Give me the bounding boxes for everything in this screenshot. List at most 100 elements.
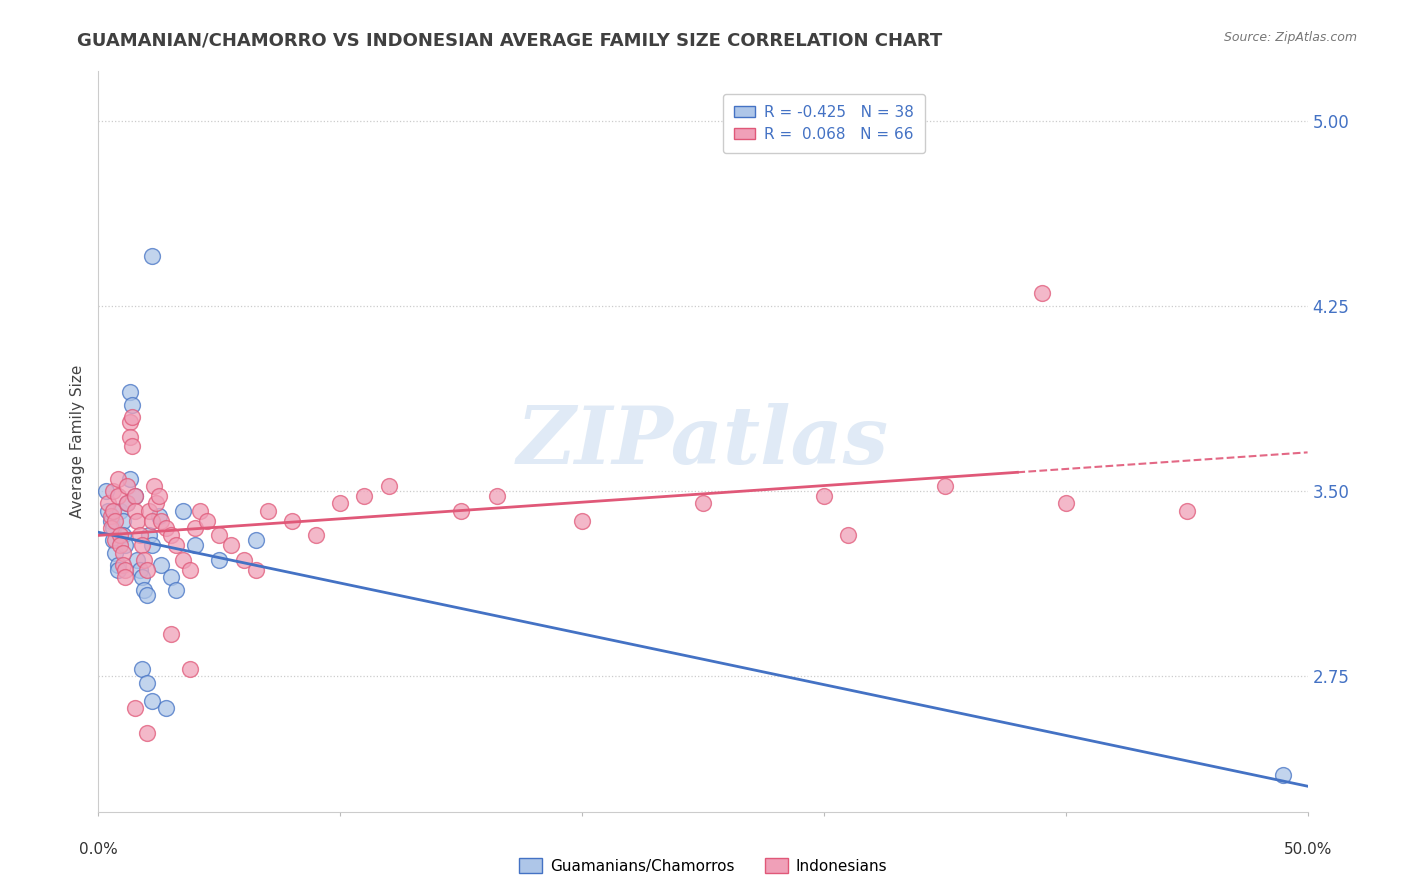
- Point: [172, 503, 194, 517]
- Point: [101, 533, 124, 548]
- Point: [692, 496, 714, 510]
- Point: [256, 503, 278, 517]
- Point: [131, 662, 153, 676]
- Point: [150, 558, 173, 572]
- Legend: Guamanians/Chamorros, Indonesians: Guamanians/Chamorros, Indonesians: [513, 852, 893, 880]
- Point: [141, 538, 163, 552]
- Point: [141, 250, 163, 264]
- Point: [1054, 496, 1077, 510]
- Point: [160, 528, 183, 542]
- Point: [118, 429, 141, 443]
- Point: [145, 496, 167, 510]
- Point: [571, 514, 593, 528]
- Point: [94, 483, 117, 498]
- Point: [184, 538, 207, 552]
- Point: [118, 472, 141, 486]
- Point: [135, 563, 157, 577]
- Point: [134, 582, 156, 597]
- Point: [148, 489, 170, 503]
- Point: [160, 627, 183, 641]
- Point: [131, 570, 153, 584]
- Point: [104, 533, 127, 548]
- Point: [195, 514, 218, 528]
- Text: 0.0%: 0.0%: [79, 842, 118, 857]
- Point: [1175, 503, 1198, 517]
- Point: [111, 558, 134, 572]
- Point: [114, 563, 136, 577]
- Point: [1272, 768, 1295, 782]
- Point: [124, 503, 146, 517]
- Point: [100, 514, 122, 528]
- Point: [160, 570, 183, 584]
- Point: [165, 582, 187, 597]
- Point: [107, 472, 129, 486]
- Point: [104, 546, 127, 560]
- Point: [131, 538, 153, 552]
- Point: [138, 503, 160, 517]
- Point: [377, 479, 399, 493]
- Point: [124, 489, 146, 503]
- Point: [934, 479, 956, 493]
- Point: [111, 514, 134, 528]
- Point: [188, 503, 211, 517]
- Point: [128, 563, 150, 577]
- Point: [127, 514, 149, 528]
- Point: [114, 570, 136, 584]
- Point: [114, 538, 136, 552]
- Point: [813, 489, 835, 503]
- Point: [150, 514, 173, 528]
- Point: [245, 533, 267, 548]
- Point: [245, 563, 267, 577]
- Point: [135, 725, 157, 739]
- Point: [111, 546, 134, 560]
- Point: [143, 479, 166, 493]
- Point: [104, 514, 127, 528]
- Y-axis label: Average Family Size: Average Family Size: [70, 365, 86, 518]
- Legend: R = -0.425   N = 38, R =  0.068   N = 66: R = -0.425 N = 38, R = 0.068 N = 66: [723, 94, 925, 153]
- Point: [121, 440, 143, 454]
- Point: [305, 528, 328, 542]
- Point: [179, 662, 201, 676]
- Point: [281, 514, 304, 528]
- Point: [155, 521, 177, 535]
- Point: [353, 489, 375, 503]
- Point: [121, 409, 143, 424]
- Point: [208, 528, 231, 542]
- Text: Source: ZipAtlas.com: Source: ZipAtlas.com: [1223, 31, 1357, 45]
- Point: [837, 528, 859, 542]
- Text: ZIPatlas: ZIPatlas: [517, 403, 889, 480]
- Point: [100, 521, 122, 535]
- Point: [486, 489, 509, 503]
- Point: [108, 503, 131, 517]
- Point: [134, 553, 156, 567]
- Text: 50.0%: 50.0%: [1284, 842, 1331, 857]
- Point: [124, 489, 146, 503]
- Point: [107, 558, 129, 572]
- Point: [232, 553, 254, 567]
- Point: [108, 528, 131, 542]
- Point: [107, 563, 129, 577]
- Point: [138, 528, 160, 542]
- Point: [117, 479, 139, 493]
- Text: GUAMANIAN/CHAMORRO VS INDONESIAN AVERAGE FAMILY SIZE CORRELATION CHART: GUAMANIAN/CHAMORRO VS INDONESIAN AVERAGE…: [77, 31, 942, 49]
- Point: [97, 503, 120, 517]
- Point: [165, 538, 187, 552]
- Point: [208, 553, 231, 567]
- Point: [117, 496, 139, 510]
- Point: [155, 701, 177, 715]
- Point: [221, 538, 243, 552]
- Point: [141, 694, 163, 708]
- Point: [179, 563, 201, 577]
- Point: [101, 503, 124, 517]
- Point: [121, 398, 143, 412]
- Point: [172, 553, 194, 567]
- Point: [135, 676, 157, 690]
- Point: [101, 483, 124, 498]
- Point: [141, 514, 163, 528]
- Point: [108, 538, 131, 552]
- Point: [127, 553, 149, 567]
- Point: [118, 385, 141, 400]
- Point: [117, 496, 139, 510]
- Point: [1031, 286, 1053, 301]
- Point: [128, 528, 150, 542]
